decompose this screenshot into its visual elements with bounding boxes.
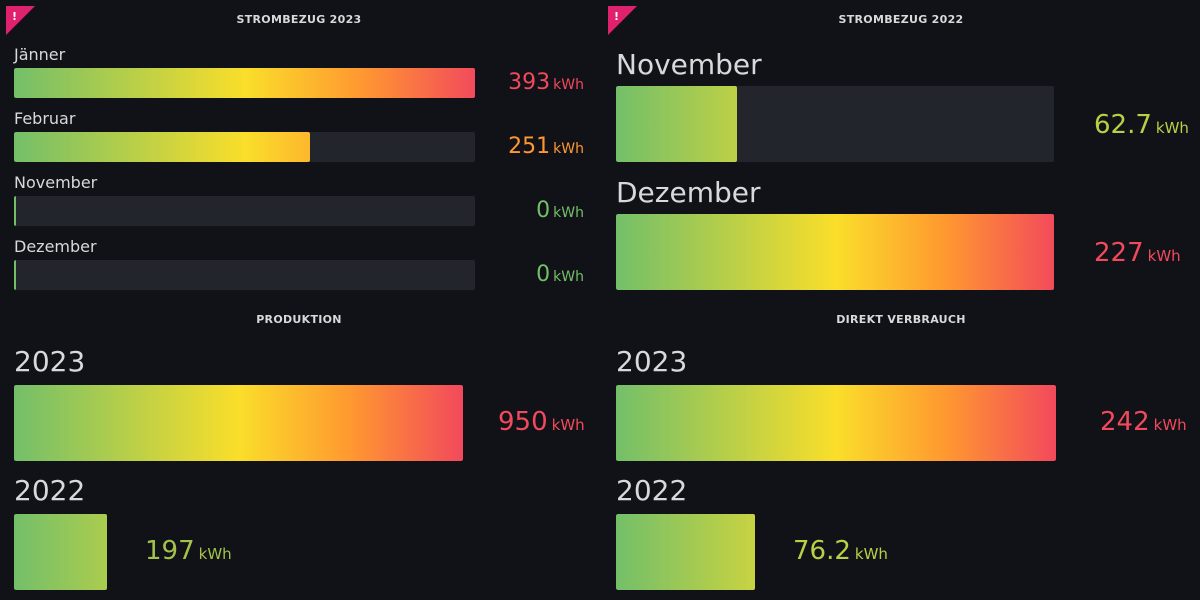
bar-value: 950 kWh bbox=[498, 407, 585, 437]
panel-title: STROMBEZUG 2022 bbox=[838, 13, 964, 26]
bar-fill bbox=[616, 214, 1054, 290]
panel-produktion: PRODUKTION 2023 950 kWh 2022 197 kWh bbox=[0, 300, 598, 600]
value-number: 76.2 bbox=[793, 536, 851, 566]
bar-label: 2022 bbox=[14, 474, 86, 507]
panel-strombezug-2022: ! STROMBEZUG 2022 November 62.7 kWh Dezembe… bbox=[602, 0, 1200, 300]
value-unit: kWh bbox=[1155, 119, 1189, 137]
value-number: 0 bbox=[536, 262, 551, 287]
bar-fill bbox=[14, 68, 475, 98]
value-unit: kWh bbox=[553, 141, 584, 157]
bar-label: Dezember bbox=[616, 176, 761, 209]
bar-value: 0 kWh bbox=[508, 198, 584, 223]
svg-text:!: ! bbox=[12, 10, 17, 23]
bar-value: 62.7 kWh bbox=[1094, 110, 1189, 140]
bar-value: 227 kWh bbox=[1094, 238, 1181, 268]
value-unit: kWh bbox=[551, 416, 585, 434]
bar-track bbox=[14, 196, 475, 226]
bar-fill bbox=[616, 514, 755, 590]
value-number: 0 bbox=[536, 198, 551, 223]
bar-label: 2022 bbox=[616, 474, 688, 507]
panel-direkt-verbrauch: DIREKT VERBRAUCH 2023 242 kWh 2022 76.2 kWh bbox=[602, 300, 1200, 600]
bar-value: 197 kWh bbox=[145, 536, 232, 566]
value-unit: kWh bbox=[553, 77, 584, 93]
bar-fill bbox=[14, 132, 310, 162]
panel-title: PRODUKTION bbox=[256, 313, 342, 326]
bar-label: Dezember bbox=[14, 237, 97, 256]
panel-strombezug-2023: ! STROMBEZUG 2023 Jänner 393 kWh Februar 251… bbox=[0, 0, 598, 300]
bar-label: Jänner bbox=[14, 45, 66, 64]
bar-value: 393 kWh bbox=[508, 70, 584, 95]
bar-track bbox=[616, 514, 1056, 590]
bar-value: 251 kWh bbox=[508, 134, 584, 159]
value-unit: kWh bbox=[854, 545, 888, 563]
bar-label: November bbox=[14, 173, 98, 192]
bar-fill bbox=[14, 385, 463, 461]
value-unit: kWh bbox=[553, 205, 584, 221]
bar-value: 76.2 kWh bbox=[793, 536, 888, 566]
value-unit: kWh bbox=[198, 545, 232, 563]
bar-label: November bbox=[616, 48, 762, 81]
bar-track bbox=[14, 385, 463, 461]
alert-icon[interactable]: ! bbox=[608, 6, 637, 35]
value-unit: kWh bbox=[553, 269, 584, 285]
value-number: 62.7 bbox=[1094, 110, 1152, 140]
value-number: 393 bbox=[508, 70, 551, 95]
bar-fill bbox=[14, 196, 16, 226]
bar-label: 2023 bbox=[14, 345, 86, 378]
alert-icon[interactable]: ! bbox=[6, 6, 35, 35]
bar-fill bbox=[616, 86, 737, 162]
bar-value: 242 kWh bbox=[1100, 407, 1187, 437]
bar-label: 2023 bbox=[616, 345, 688, 378]
bar-track bbox=[14, 132, 475, 162]
value-number: 197 bbox=[145, 536, 195, 566]
bar-fill bbox=[14, 514, 107, 590]
bar-track bbox=[14, 260, 475, 290]
svg-text:!: ! bbox=[614, 10, 619, 23]
bar-label: Februar bbox=[14, 109, 76, 128]
value-unit: kWh bbox=[1153, 416, 1187, 434]
value-number: 950 bbox=[498, 407, 548, 437]
value-unit: kWh bbox=[1147, 247, 1181, 265]
value-number: 227 bbox=[1094, 238, 1144, 268]
bar-fill bbox=[616, 385, 1056, 461]
bar-track bbox=[616, 214, 1054, 290]
bar-track bbox=[14, 514, 463, 590]
panel-title: DIREKT VERBRAUCH bbox=[836, 313, 966, 326]
panel-title: STROMBEZUG 2023 bbox=[236, 13, 362, 26]
value-number: 251 bbox=[508, 134, 551, 159]
bar-track bbox=[14, 68, 475, 98]
bar-track bbox=[616, 385, 1056, 461]
bar-track bbox=[616, 86, 1054, 162]
value-number: 242 bbox=[1100, 407, 1150, 437]
bar-value: 0 kWh bbox=[508, 262, 584, 287]
bar-fill bbox=[14, 260, 16, 290]
